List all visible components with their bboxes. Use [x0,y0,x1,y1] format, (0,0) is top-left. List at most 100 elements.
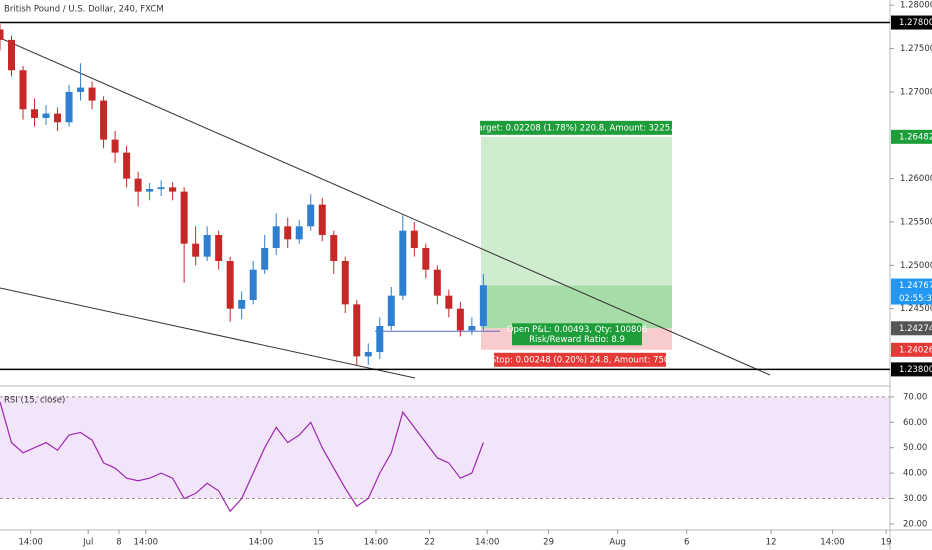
candle-body [353,304,361,357]
countdown: 02:55:35 [899,294,932,304]
candle-body [146,189,154,192]
axis-label-box [891,15,932,30]
x-tick-label: Jul [82,538,93,548]
x-tick-label: 14:00 [18,538,43,548]
candle-body [387,295,395,327]
candle-body [376,326,384,353]
chart-title: British Pound / U.S. Dollar, 240, FXCM [4,5,164,15]
x-tick-label: 6 [684,538,689,548]
candle-body [31,109,39,118]
axis-label: 1.24767 [899,281,932,291]
y-tick-label: 1.25000 [900,261,932,271]
x-tick-label: 12 [766,538,777,548]
candle-body [261,247,269,270]
x-tick-label: 14:00 [820,538,845,548]
axis-label: 1.27800 [899,18,932,28]
axis-label: 1.24026 [899,345,932,355]
candle-body [169,187,177,192]
axis-label-box [891,278,932,293]
candle-body [0,29,4,40]
candle-body [238,300,246,309]
y-tick-label: 1.25500 [900,217,932,227]
rsi-band [0,396,890,499]
candle-body [42,113,50,118]
candle-body [54,113,62,123]
y-tick-label: 30.00 [903,494,927,504]
candle-body [8,39,16,71]
trend-line [0,37,771,376]
candle-body [215,234,223,262]
trend-line [0,287,416,379]
candle-body [19,70,27,110]
x-tick-label: Aug [609,538,626,548]
candle-body [422,247,430,270]
y-tick-label: 1.27500 [900,44,932,54]
candle-body [249,269,257,301]
candle-body [330,234,338,262]
y-tick-label: 1.24500 [900,304,932,314]
x-tick-label: 29 [543,538,554,548]
axis-label: 1.23800 [899,365,932,375]
stop-text-box [494,352,666,367]
candle-body [226,261,234,309]
x-tick-label: 14:00 [364,538,389,548]
candle-body [134,178,142,192]
target-text: Target: 0.02208 (1.78%) 220.8, Amount: 3… [473,123,679,133]
candle-body [203,234,211,257]
candle-body [192,243,200,257]
candle-body [180,191,188,244]
axis-label: 1.26482 [899,132,932,142]
candle-body [284,226,292,240]
candle-body [433,269,441,296]
profit-zone [481,285,672,329]
candle-body [77,87,85,92]
candle-body [65,91,73,123]
candle-body [341,261,349,305]
axis-label: 1.24274 [899,324,932,334]
candle-body [410,230,418,248]
axis-label-box [891,342,932,357]
rsi-line [0,401,484,513]
y-tick-label: 50.00 [903,443,927,453]
candle-body [157,187,165,190]
candle-body [468,326,476,331]
x-tick-label: 14:00 [475,538,500,548]
candle-body [456,308,464,331]
candle-body [399,230,407,296]
axis-label-box [891,321,932,336]
x-tick-label: 19 [881,538,892,548]
candle-body [88,87,96,101]
candle-body [111,139,119,153]
candle-body [318,204,326,235]
x-tick-label: 15 [313,538,324,548]
y-tick-label: 40.00 [903,469,927,479]
y-tick-label: 1.28000 [900,1,932,11]
axis-label-box [891,362,932,377]
candle-body [295,226,303,240]
countdown-box [891,292,932,305]
rr-text: Risk/Reward Ratio: 8.9 [529,335,625,345]
candle-body [445,295,453,309]
y-tick-label: 70.00 [903,392,927,402]
x-tick-label: 14:00 [134,538,159,548]
axis-label-box [891,129,932,144]
x-tick-label: 22 [424,538,435,548]
rsi-title: RSI (15, close) [4,396,65,406]
candle-body [307,204,315,227]
x-tick-label: 14:00 [249,538,274,548]
candle-body [479,285,487,327]
candle-body [364,352,372,357]
y-tick-label: 1.26000 [900,174,932,184]
y-tick-label: 1.27000 [900,87,932,97]
candle-body [100,100,108,140]
y-tick-label: 20.00 [903,519,927,529]
pnl-box [512,323,642,346]
target-text-box [480,120,672,135]
x-tick-label: 8 [116,538,121,548]
y-tick-label: 60.00 [903,418,927,428]
candle-body [123,152,131,179]
pnl-text: Open P&L: 0.00493, Qty: 100806 [507,325,647,335]
stop-text: Stop: 0.00248 (0.20%) 24.8, Amount: 750 [491,355,670,365]
candle-body [272,226,280,248]
